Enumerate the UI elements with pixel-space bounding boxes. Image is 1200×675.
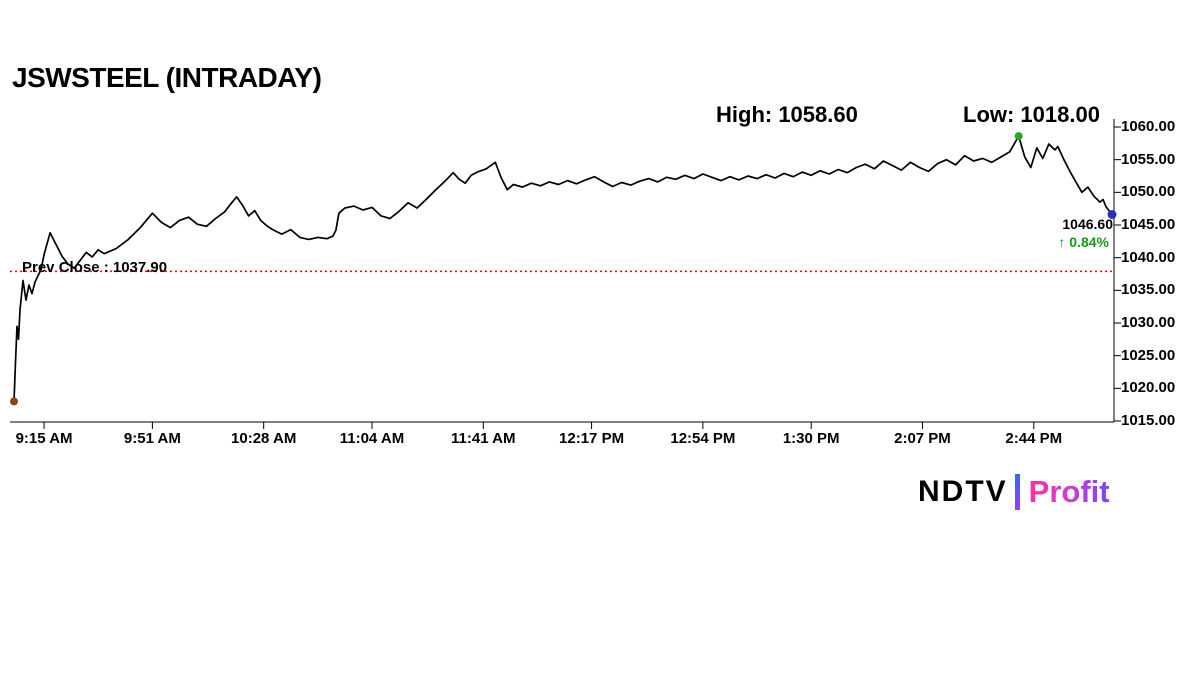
y-axis-label: 1020.00 — [1121, 379, 1176, 397]
last-trade-dot — [1107, 210, 1117, 219]
y-axis-label: 1015.00 — [1121, 412, 1176, 429]
x-axis-label: 9:51 AM — [123, 430, 181, 447]
x-axis-label: 2:07 PM — [894, 430, 951, 447]
price-line — [13, 135, 1113, 403]
x-axis-label: 10:28 AM — [231, 430, 297, 447]
session-high-dot — [1014, 132, 1023, 141]
ndtv-profit-logo: NDTV Profit — [918, 474, 1110, 510]
x-axis-label: 2:44 PM — [1005, 430, 1063, 447]
prev-close-label: Prev Close : 1037.90 — [22, 259, 168, 276]
low-value-label: Low: 1018.00 — [963, 102, 1100, 127]
y-axis-label: 1055.00 — [1121, 150, 1176, 168]
open-low-dot — [10, 397, 18, 406]
y-axis-label: 1045.00 — [1121, 216, 1176, 233]
y-axis-label: 1030.00 — [1121, 314, 1176, 331]
y-axis-label: 1060.00 — [1121, 118, 1176, 135]
ndtv-logo-text: NDTV — [918, 475, 1008, 508]
x-axis-label: 11:04 AM — [339, 430, 405, 447]
y-axis-label: 1040.00 — [1121, 248, 1176, 266]
page-title: JSWSTEEL (INTRADAY) — [12, 62, 322, 93]
change-percent-label: ↑ 0.84% — [1058, 234, 1109, 250]
y-axis-label: 1035.00 — [1121, 281, 1176, 299]
x-axis-label: 9:15 AM — [15, 430, 73, 447]
logo-separator-bar — [1014, 474, 1020, 510]
y-axis-label: 1025.00 — [1121, 346, 1176, 364]
x-axis-label: 12:54 PM — [670, 430, 736, 447]
profit-logo-text: Profit — [1028, 474, 1110, 509]
x-axis-label: 12:17 PM — [559, 430, 625, 447]
high-value-label: High: 1058.60 — [716, 102, 858, 127]
last-price-label: 1046.60 — [1062, 216, 1113, 232]
x-axis-label: 11:41 AM — [451, 430, 516, 447]
y-axis-label: 1050.00 — [1121, 183, 1176, 201]
x-axis-label: 1:30 PM — [782, 430, 840, 447]
